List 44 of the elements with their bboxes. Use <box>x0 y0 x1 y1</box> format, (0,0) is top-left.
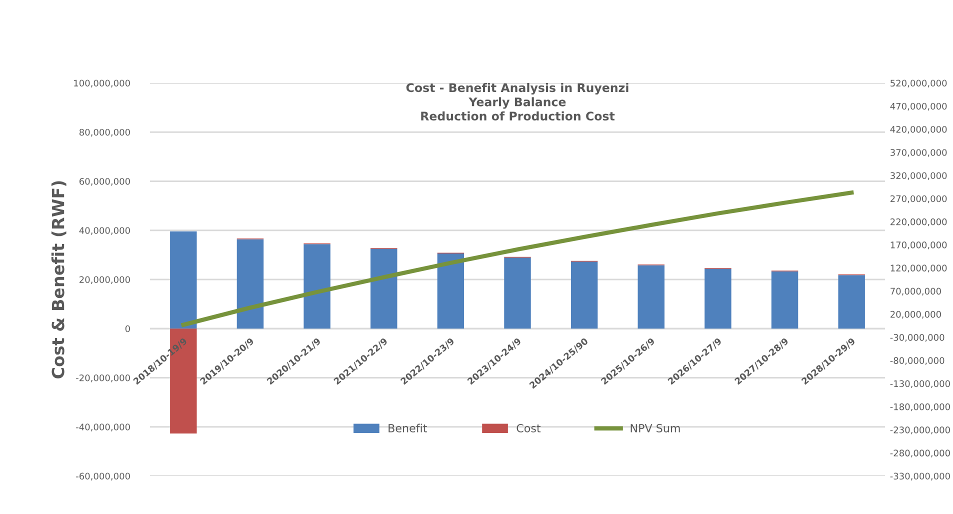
line-series <box>181 190 854 327</box>
text: Cost - Benefit Analysis in Ruyenzi Yearly Balance Reduction of Production Cost <box>406 83 628 121</box>
bar <box>304 244 330 329</box>
y2-tick-label: 120,000,000 <box>890 264 947 272</box>
y-axis-title: Cost & Benefit (RWF) <box>51 181 66 378</box>
bar <box>370 248 398 329</box>
y2-tick-label: 520,000,000 <box>890 80 947 88</box>
y-tick-label: 40,000,000 <box>79 227 130 235</box>
y-tick-label: 80,000,000 <box>79 128 130 137</box>
y2-tick-label: -280,000,000 <box>890 450 950 458</box>
bar <box>570 262 598 329</box>
y-tick-label: -20,000,000 <box>76 374 130 382</box>
bar <box>236 239 264 329</box>
y2-tick-label: -180,000,000 <box>890 403 950 412</box>
y-tick-label: 100,000,000 <box>74 80 130 88</box>
y2-tick-label: 170,000,000 <box>890 242 947 250</box>
bar <box>638 265 664 329</box>
bar <box>170 231 197 329</box>
y2-tick-label: -30,000,000 <box>890 334 944 342</box>
y-tick-label: -60,000,000 <box>76 472 130 480</box>
legend-label: NPV Sum <box>630 424 680 432</box>
y-tick-label: 20,000,000 <box>80 276 130 284</box>
bar <box>704 268 732 329</box>
y2-tick-label: 70,000,000 <box>890 288 941 296</box>
y2-tick-label: 420,000,000 <box>890 126 947 134</box>
legend-label: Cost <box>516 424 541 432</box>
y2-tick-label: 370,000,000 <box>890 149 947 157</box>
y2-tick-label: 470,000,000 <box>890 102 947 111</box>
y2-tick-label: 320,000,000 <box>890 172 947 180</box>
legend-label: Benefit <box>388 424 427 432</box>
y2-tick-label: -330,000,000 <box>890 472 950 480</box>
y2-tick-label: 20,000,000 <box>890 310 941 319</box>
y-tick-label: -40,000,000 <box>76 424 130 432</box>
y-tick-label: 60,000,000 <box>79 178 130 186</box>
y2-tick-label: 220,000,000 <box>890 218 947 226</box>
y-tick-label: 0 <box>125 325 130 332</box>
y2-tick-label: 270,000,000 <box>890 195 947 204</box>
bar <box>838 275 865 329</box>
y2-tick-label: -230,000,000 <box>890 426 950 434</box>
bar <box>504 258 531 329</box>
y2-tick-label: -80,000,000 <box>890 357 944 365</box>
y2-tick-label: -130,000,000 <box>890 380 950 388</box>
bar <box>437 253 464 329</box>
bar <box>771 271 798 329</box>
